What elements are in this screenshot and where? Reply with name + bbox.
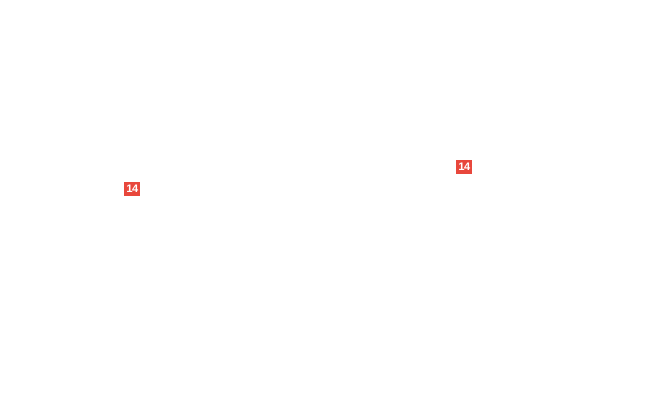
count-badge: 14: [124, 182, 140, 196]
count-badge: 14: [456, 160, 472, 174]
